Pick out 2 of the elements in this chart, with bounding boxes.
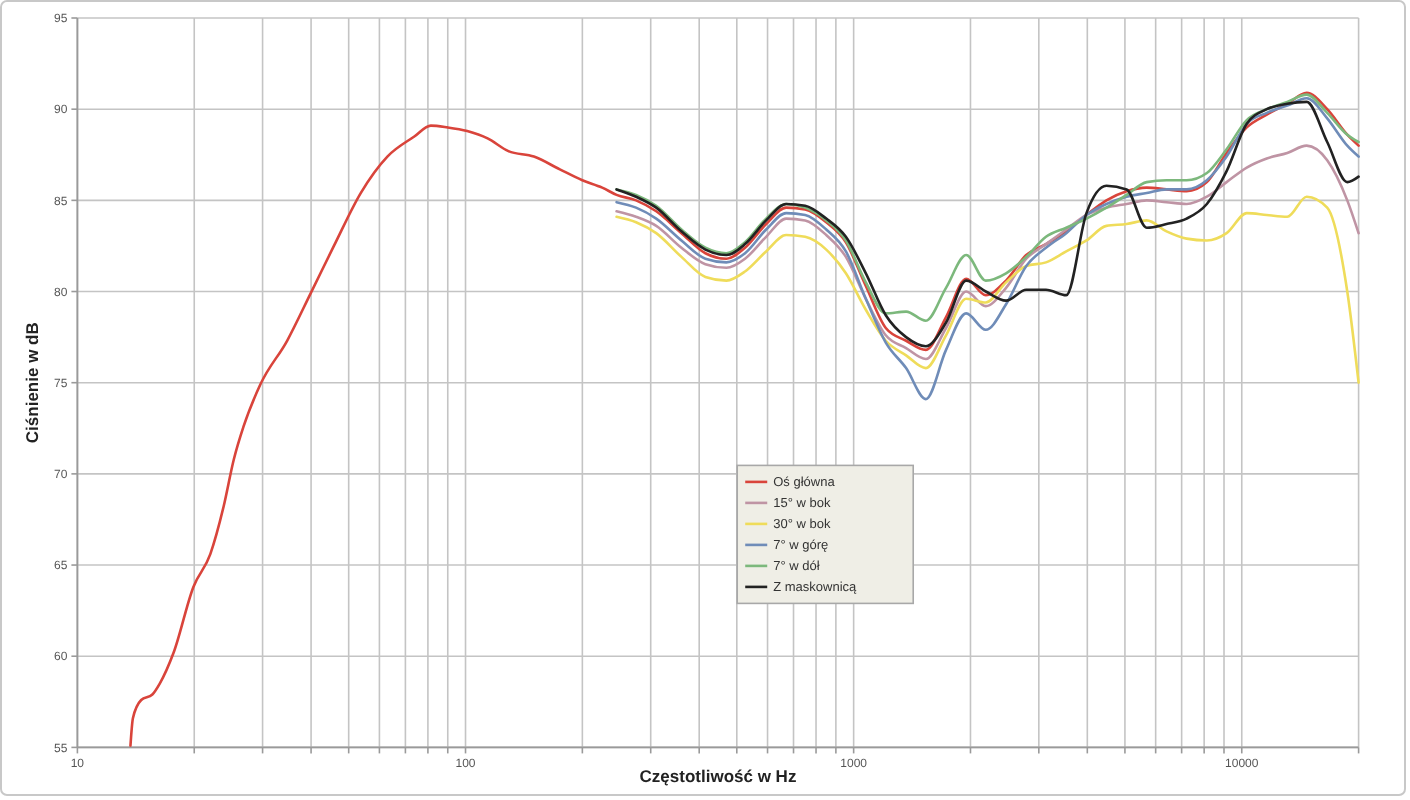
x-axis-title: Częstotliwość w Hz	[639, 766, 797, 786]
y-axis-title: Ciśnienie w dB	[22, 322, 42, 444]
